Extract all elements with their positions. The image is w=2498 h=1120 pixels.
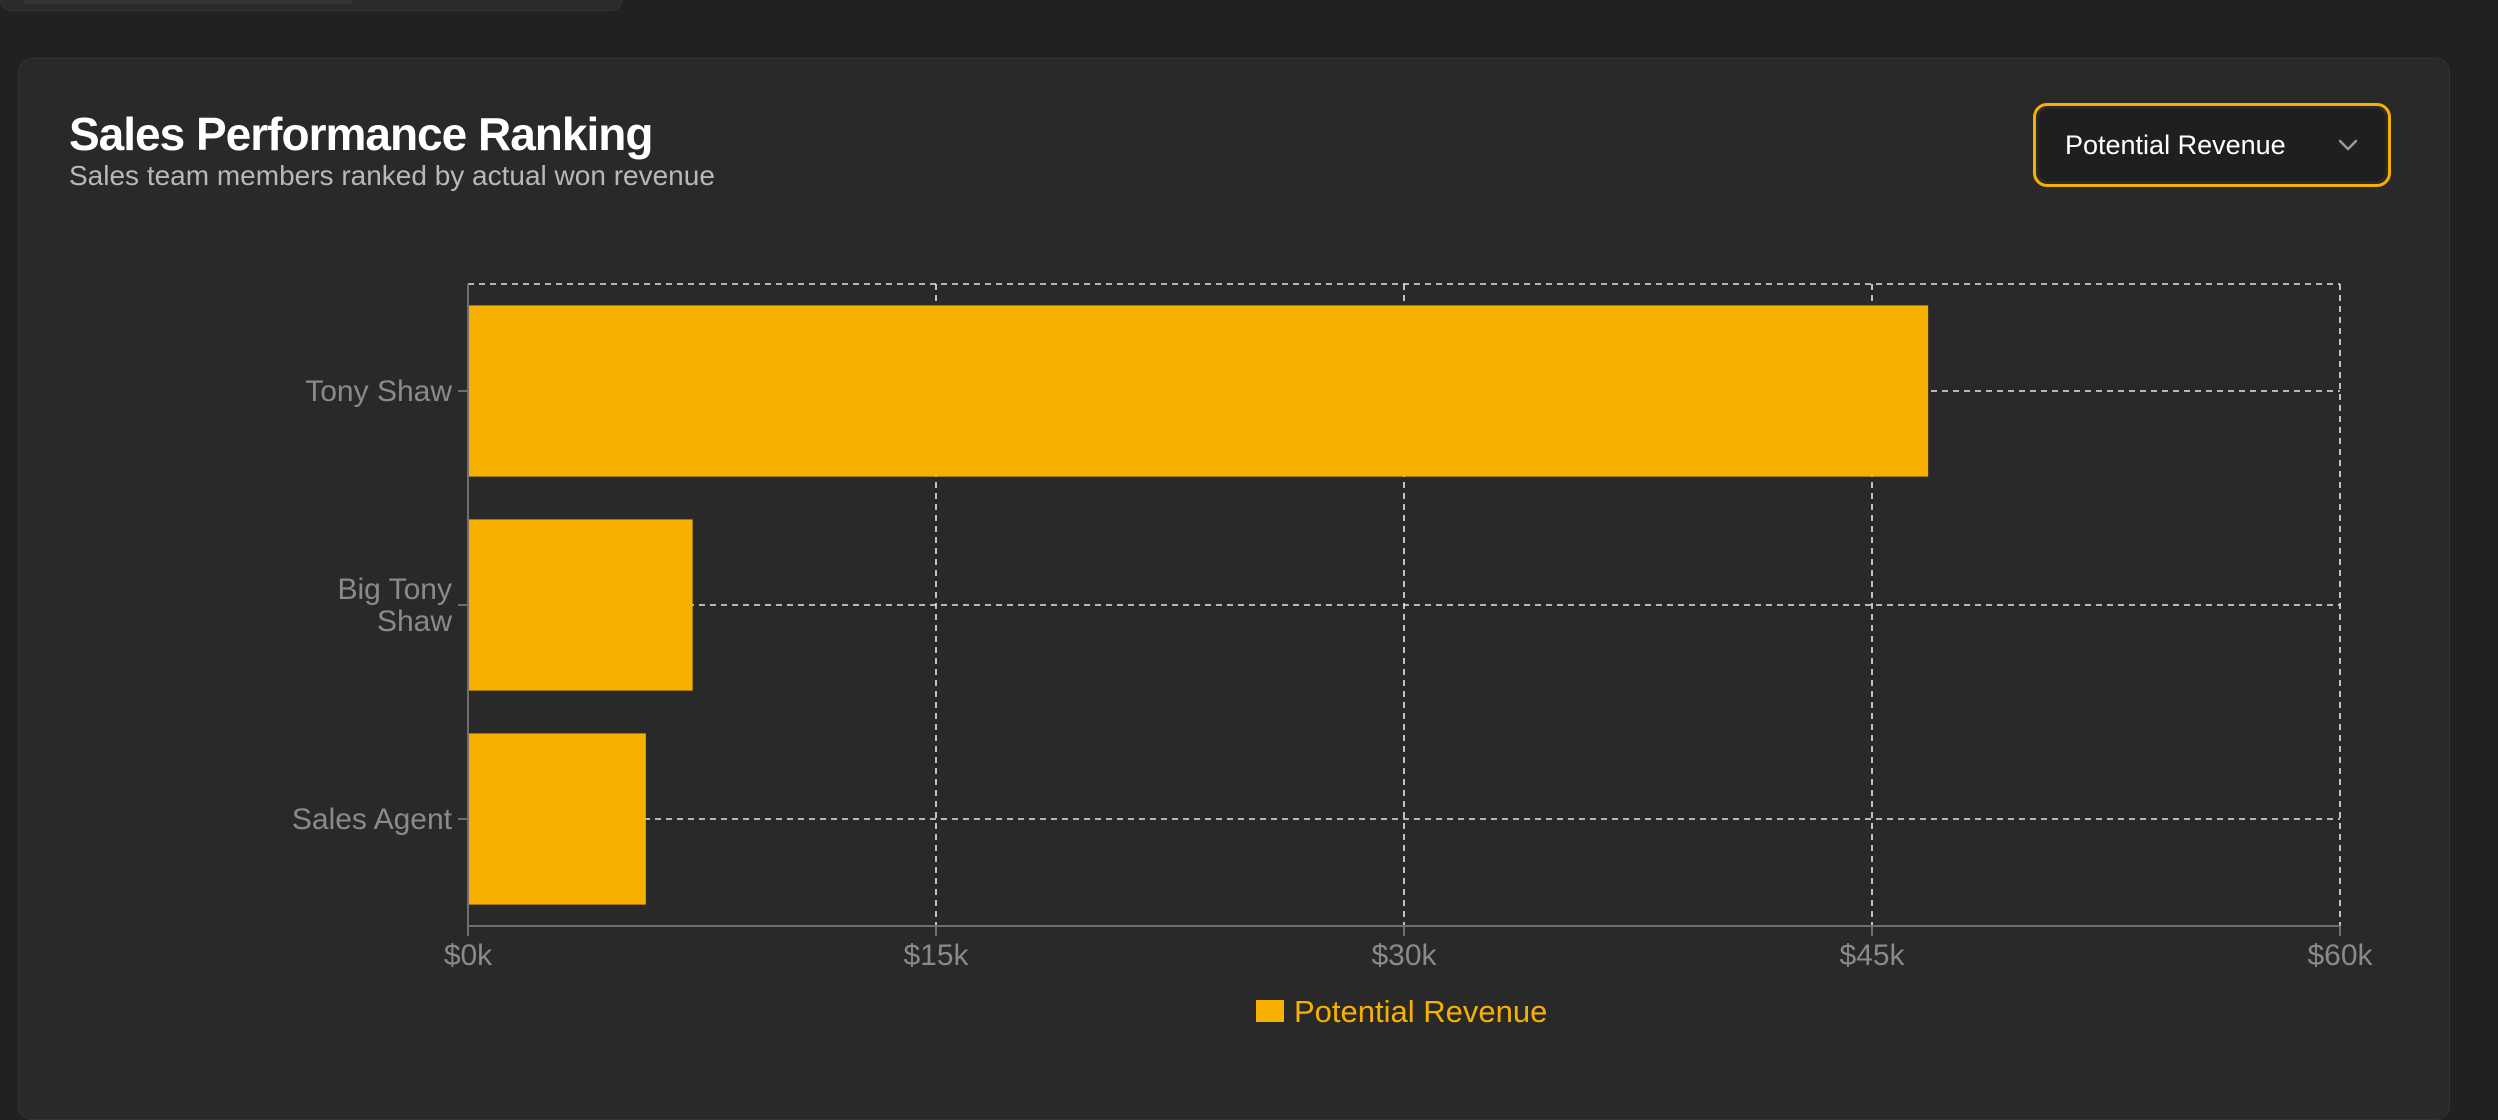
y-category-label-line: Sales Agent — [292, 803, 453, 836]
y-category-label: Tony Shaw — [305, 375, 452, 408]
metric-select[interactable]: Potential Revenue — [2033, 103, 2391, 187]
legend-label: Potential Revenue — [1294, 994, 1547, 1029]
y-category-label-line: Tony Shaw — [305, 375, 452, 408]
bar-big-tony-shaw — [468, 519, 693, 691]
y-category-label-line: Big Tony — [337, 573, 452, 606]
card-subtitle: Sales team members ranked by actual won … — [69, 160, 715, 191]
y-category-label-line: Shaw — [377, 605, 452, 638]
metric-select-value: Potential Revenue — [2065, 129, 2286, 160]
y-category-label: Big Tony Shaw — [337, 573, 452, 638]
card-title: Sales Performance Ranking — [69, 108, 653, 160]
x-tick-label: $0k — [444, 939, 493, 972]
revenue-bar-chart: $0k $15k $30k $45k $60k Tony Shaw Big Tony Shaw… — [292, 283, 2374, 1029]
bar-tony-shaw — [468, 305, 1929, 477]
metric-select-field[interactable]: Potential Revenue — [2039, 109, 2385, 181]
x-tick-label: $60k — [2307, 939, 2373, 972]
chevron-down-icon — [2338, 139, 2358, 151]
x-tick-label: $30k — [1371, 939, 1437, 972]
top-panel-inner — [23, 0, 353, 4]
legend-swatch — [1256, 1000, 1284, 1022]
y-category-label: Sales Agent — [292, 803, 453, 836]
x-tick-label: $45k — [1839, 939, 1905, 972]
x-tick-label: $15k — [903, 939, 969, 972]
bar-sales-agent — [468, 733, 646, 905]
sales-ranking-card: Sales Performance Ranking Sales team mem… — [18, 58, 2450, 1120]
